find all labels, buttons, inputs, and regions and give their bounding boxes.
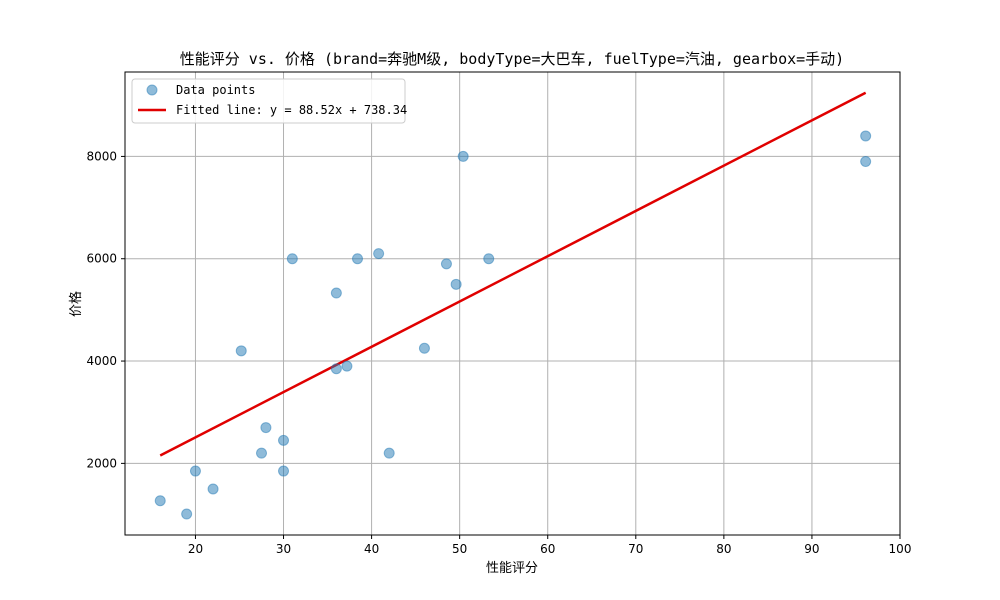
x-tick-label: 80 [716, 542, 731, 556]
y-tick-label: 4000 [86, 354, 117, 368]
x-tick-label: 50 [452, 542, 467, 556]
x-tick-label: 100 [889, 542, 912, 556]
plot-frame [124, 71, 901, 536]
data-point [440, 258, 452, 270]
data-point [383, 447, 395, 459]
data-point [286, 253, 298, 265]
data-point [278, 465, 290, 477]
x-tick-label: 20 [188, 542, 203, 556]
x-axis-label: 性能评分 [486, 561, 538, 576]
data-point [154, 495, 166, 507]
grid-lines [125, 72, 901, 535]
data-point [207, 483, 219, 495]
data-point [330, 287, 342, 299]
data-point [483, 253, 495, 265]
data-point [418, 342, 430, 354]
legend: Data points Fitted line: y = 88.52x + 73… [131, 78, 407, 124]
data-point [373, 248, 385, 260]
y-axis-label: 价格 [68, 291, 84, 317]
x-tick-label: 30 [276, 542, 291, 556]
y-ticks: 2000 4000 6000 8000 [86, 149, 125, 470]
x-tick-label: 40 [364, 542, 379, 556]
data-points-layer [154, 130, 872, 520]
y-tick-label: 8000 [86, 149, 117, 163]
x-tick-label: 90 [804, 542, 819, 556]
x-tick-label: 60 [540, 542, 555, 556]
legend-box [131, 78, 406, 124]
data-point [278, 434, 290, 446]
data-point [341, 360, 353, 372]
fitted-line [159, 91, 867, 457]
x-ticks: 20 30 40 50 60 70 80 90 100 [188, 535, 912, 556]
data-point [860, 130, 872, 142]
fitted-line-layer [159, 91, 867, 457]
legend-marker-data-points [146, 84, 158, 96]
legend-label-fitted-line: Fitted line: y = 88.52x + 738.34 [176, 103, 407, 117]
data-point [450, 278, 462, 290]
x-tick-label: 70 [628, 542, 643, 556]
data-point [860, 156, 872, 168]
data-point [235, 345, 247, 357]
data-point [181, 508, 193, 520]
data-point [330, 363, 342, 375]
data-point [457, 150, 469, 162]
data-point [189, 465, 201, 477]
y-tick-label: 6000 [86, 252, 117, 266]
data-point [352, 253, 363, 265]
legend-label-data-points: Data points [176, 83, 255, 97]
data-point [256, 447, 268, 459]
chart-title: 性能评分 vs. 价格 (brand=奔驰M级, bodyType=大巴车, f… [180, 50, 844, 68]
y-tick-label: 2000 [86, 456, 117, 470]
data-point [260, 422, 272, 434]
